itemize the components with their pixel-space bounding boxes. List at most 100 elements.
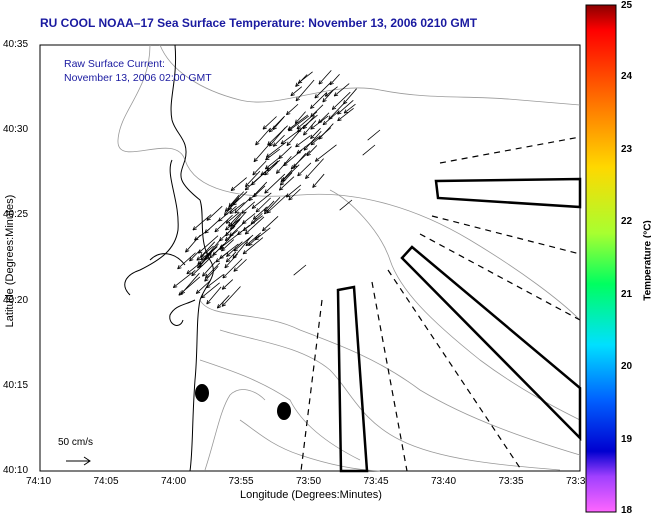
current-vector-head (305, 174, 307, 179)
current-vector-head (264, 191, 269, 194)
current-vector (248, 181, 268, 201)
dashed-boundaries (300, 136, 581, 472)
current-vector (290, 150, 311, 170)
current-vector (310, 115, 329, 130)
current-vector-head (337, 112, 342, 115)
current-vector (343, 88, 357, 105)
current-vector-head (250, 220, 253, 225)
current-vector-head (232, 201, 235, 206)
current-vector (225, 251, 237, 263)
current-vector-head (295, 96, 298, 102)
current-vector-head (206, 254, 211, 257)
current-vector (265, 155, 282, 170)
current-vector (324, 86, 338, 97)
current-vector-head (216, 304, 219, 309)
current-vector-head (314, 96, 319, 99)
current-vector (262, 116, 277, 130)
current-vector-head (286, 110, 289, 115)
current-vector-head (296, 149, 300, 154)
current-vector-head (303, 131, 305, 136)
current-vector-head (297, 171, 300, 176)
current-vector (283, 149, 303, 167)
current-vector-head (310, 106, 315, 109)
current-vector-head (255, 210, 261, 213)
current-vector-head (225, 233, 230, 237)
current-vector (219, 225, 236, 242)
current-vector-head (298, 81, 303, 84)
colorbar-tick-label: 20 (621, 361, 633, 373)
current-vector-head (293, 165, 298, 168)
current-vector-head (191, 274, 196, 277)
zone-polygon (400, 245, 582, 442)
current-vector-head (290, 167, 296, 170)
current-vector (339, 199, 353, 211)
current-vector-head (318, 82, 323, 85)
current-vector-head (331, 105, 334, 110)
colorbar-tick-label: 25 (621, 0, 633, 11)
current-vector-head (310, 143, 315, 146)
current-vector (362, 144, 376, 156)
y-tick-label: 40:30 (3, 124, 29, 136)
current-vector-head (262, 125, 265, 130)
current-vector-head (295, 143, 298, 148)
current-vector-head (279, 188, 284, 191)
current-vector-head (245, 244, 250, 247)
current-vector-head (252, 173, 257, 176)
current-vector-head (283, 161, 286, 166)
scale-arrow (66, 456, 91, 466)
current-vector (250, 213, 263, 225)
current-vector (288, 115, 309, 132)
current-vector (318, 123, 334, 140)
current-vector-head (222, 287, 227, 290)
map-title: RU COOL NOAA–17 Sea Surface Temperature:… (40, 16, 478, 30)
current-vector-head (245, 188, 250, 191)
current-vector-head (272, 142, 275, 147)
current-vector (303, 130, 322, 151)
current-vector (302, 115, 315, 130)
current-vector-head (262, 127, 267, 130)
current-vector (200, 241, 216, 258)
current-vector-head (206, 252, 208, 257)
current-vector-head (222, 276, 227, 279)
current-vector-head (233, 247, 237, 252)
current-vector (286, 184, 302, 198)
zone-polygon (434, 177, 582, 209)
current-vector-head (206, 216, 209, 221)
x-tick-label: 74:00 (161, 476, 187, 487)
current-vector-head (285, 193, 289, 198)
current-vector-head (226, 254, 231, 257)
current-vector-head (251, 204, 255, 209)
current-vector-head (248, 198, 253, 202)
current-vector (224, 253, 238, 269)
current-vector-head (173, 286, 178, 288)
current-vector (222, 258, 243, 279)
current-vector (293, 264, 307, 276)
current-vector-head (172, 283, 176, 288)
current-vector-head (322, 120, 326, 125)
x-tick-label: 73:55 (228, 476, 254, 487)
current-vector-head (314, 94, 317, 99)
current-vector (295, 79, 315, 102)
current-vector-head (202, 274, 207, 277)
current-vector-head (209, 253, 212, 258)
x-tick-label: 74:10 (26, 476, 52, 487)
current-vector-head (217, 306, 222, 309)
y-tick-label: 40:25 (3, 209, 29, 221)
current-vector (206, 274, 224, 289)
current-vector-head (332, 107, 337, 110)
current-vector-head (286, 113, 291, 116)
current-vector (178, 276, 201, 296)
current-vector-head (177, 265, 180, 270)
current-vector-head (337, 117, 340, 121)
current-vector-head (230, 222, 233, 227)
current-vector (214, 214, 233, 233)
current-vector-head (219, 254, 222, 259)
current-vector (343, 103, 356, 114)
current-vector (229, 202, 245, 214)
y-tick-label: 40:15 (3, 379, 29, 391)
current-vector (295, 135, 311, 148)
current-vector-head (253, 195, 258, 198)
current-vector (230, 213, 242, 227)
current-vector-head (252, 215, 256, 220)
current-vector-head (278, 157, 283, 160)
